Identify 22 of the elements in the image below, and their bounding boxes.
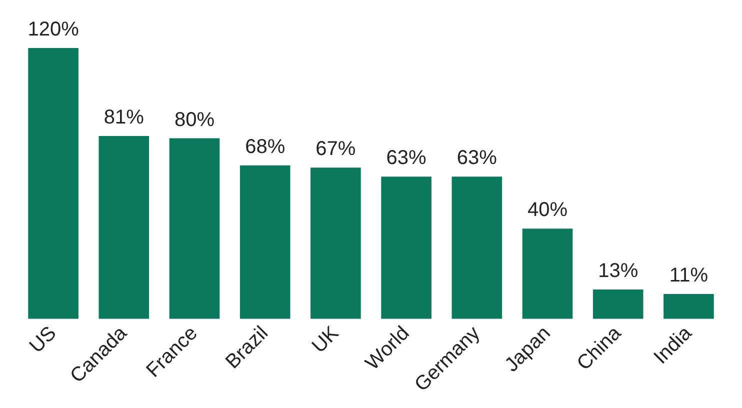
data-label: 11% <box>669 264 708 287</box>
bar <box>592 290 644 319</box>
x-tick-label: US <box>26 322 61 358</box>
data-label: 68% <box>245 136 286 158</box>
bar <box>452 176 502 319</box>
data-label: 40% <box>527 199 568 222</box>
x-tick-label: UK <box>308 322 344 358</box>
bar <box>664 294 714 319</box>
data-label: 81% <box>104 106 144 129</box>
bar <box>169 138 220 319</box>
bar <box>28 48 78 319</box>
bar <box>98 136 150 319</box>
bar <box>381 176 432 319</box>
bar <box>310 168 361 319</box>
data-label: 13% <box>598 260 638 282</box>
data-label: 80% <box>174 108 215 131</box>
data-label: 63% <box>386 147 427 170</box>
data-label: 63% <box>456 147 498 170</box>
data-label: 67% <box>316 138 356 160</box>
bar <box>522 228 573 319</box>
bar <box>240 165 290 319</box>
data-label: 120% <box>28 18 80 41</box>
